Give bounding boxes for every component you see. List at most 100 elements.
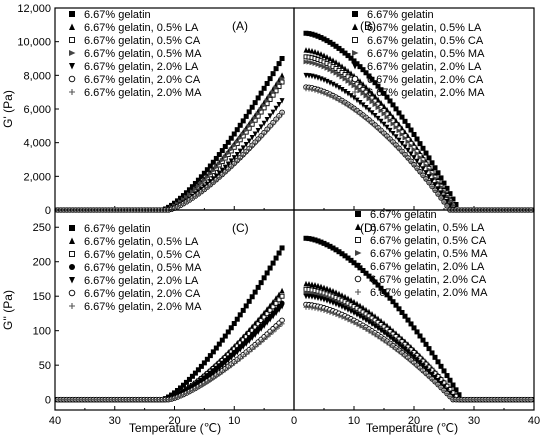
data-point xyxy=(213,368,219,374)
legend-label: 6.67% gelatin, 2.0% MA xyxy=(84,87,202,99)
data-point xyxy=(192,180,198,186)
data-point xyxy=(273,105,279,112)
x-tick-label: 0 xyxy=(291,415,297,427)
legend-label: 6.67% gelatin xyxy=(367,9,434,21)
data-point xyxy=(201,381,207,387)
data-point xyxy=(252,289,258,295)
data-point xyxy=(177,393,183,399)
data-point xyxy=(174,387,180,393)
data-point xyxy=(201,177,208,183)
data-point xyxy=(342,65,348,72)
data-point xyxy=(396,349,402,355)
series-7 xyxy=(303,304,534,403)
data-point xyxy=(255,111,262,117)
data-point xyxy=(435,170,441,176)
data-point xyxy=(438,175,444,181)
data-point xyxy=(342,305,348,312)
data-point xyxy=(234,358,240,364)
data-point xyxy=(330,245,336,251)
data-point xyxy=(426,180,432,186)
data-point xyxy=(228,363,234,369)
data-point xyxy=(225,365,231,371)
data-point xyxy=(279,98,285,104)
data-point xyxy=(321,64,327,70)
legend-label: 6.67% gelatin, 2.0% MA xyxy=(370,287,488,299)
legend-label: 6.67% gelatin, 0.5% MA xyxy=(84,262,202,274)
data-point xyxy=(360,315,366,322)
data-point xyxy=(198,180,205,186)
legend-marker xyxy=(69,264,75,270)
data-point xyxy=(270,109,276,116)
data-point xyxy=(198,174,204,180)
data-point xyxy=(267,307,273,313)
legend-marker xyxy=(69,37,75,43)
data-point xyxy=(336,313,342,319)
data-point xyxy=(321,284,327,291)
data-point xyxy=(225,161,231,167)
data-point xyxy=(207,163,213,169)
data-point xyxy=(444,185,450,191)
data-point xyxy=(393,302,399,308)
data-point xyxy=(249,143,255,149)
data-point xyxy=(357,84,363,90)
data-point xyxy=(222,367,228,373)
data-point xyxy=(375,115,381,122)
data-point xyxy=(180,392,186,398)
data-point xyxy=(273,85,280,91)
data-point xyxy=(426,174,432,180)
data-point xyxy=(270,329,276,335)
data-point xyxy=(420,368,426,374)
data-point xyxy=(417,162,423,168)
panel-label: (A) xyxy=(232,19,248,33)
data-point xyxy=(213,155,219,161)
data-point xyxy=(333,96,339,102)
data-point xyxy=(339,251,345,257)
data-point xyxy=(276,297,282,303)
data-point xyxy=(408,143,414,149)
data-point xyxy=(306,281,312,287)
data-point xyxy=(336,85,342,91)
data-point xyxy=(192,193,198,199)
data-point xyxy=(267,113,273,119)
data-point xyxy=(234,139,241,145)
legend-label: 6.67% gelatin, 0.5% MA xyxy=(84,48,202,60)
data-point xyxy=(318,63,324,69)
data-point xyxy=(273,300,279,306)
data-point xyxy=(429,178,435,184)
data-point xyxy=(387,342,393,348)
data-point xyxy=(363,70,369,76)
data-point xyxy=(264,270,270,276)
data-point xyxy=(423,150,429,156)
data-point xyxy=(330,41,336,47)
data-point xyxy=(204,184,210,190)
data-point xyxy=(306,47,312,53)
data-point xyxy=(441,388,447,394)
data-point xyxy=(246,109,252,115)
y-tick-label: 4,000 xyxy=(23,138,51,150)
data-point xyxy=(186,389,192,395)
data-point xyxy=(435,186,441,192)
data-point xyxy=(195,367,201,373)
data-point xyxy=(213,173,219,179)
data-point xyxy=(192,186,199,192)
data-point xyxy=(312,87,318,93)
data-point xyxy=(360,102,366,108)
data-point xyxy=(414,158,420,165)
data-point xyxy=(381,131,387,137)
data-point xyxy=(258,280,264,286)
data-point xyxy=(378,128,384,134)
data-point xyxy=(276,307,282,313)
data-point xyxy=(360,113,366,119)
x-axis-label: Temperature (℃) xyxy=(129,421,221,435)
data-point xyxy=(366,73,372,79)
data-point xyxy=(351,95,357,101)
data-point xyxy=(207,353,213,359)
data-point xyxy=(423,371,429,377)
data-point xyxy=(435,180,441,186)
data-point xyxy=(441,199,447,205)
data-point xyxy=(345,317,351,323)
data-point xyxy=(429,376,435,382)
